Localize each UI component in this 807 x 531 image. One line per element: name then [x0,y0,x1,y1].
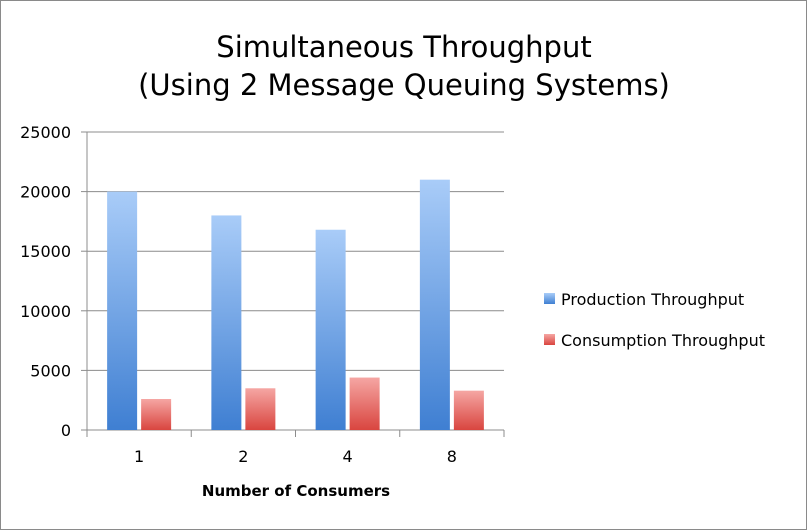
x-tick-label: 1 [134,447,144,466]
bar-consumption-4 [349,377,380,430]
legend: Production Throughput Consumption Through… [544,290,765,350]
y-tick-label: 10000 [20,302,71,321]
y-tick-label: 25000 [20,123,71,142]
x-axis-ticks: 1 2 4 8 [134,447,457,466]
chart-title: Simultaneous Throughput (Using 2 Message… [138,30,670,102]
x-tick-label: 8 [447,447,457,466]
x-tick-label: 2 [238,447,248,466]
y-tick-label: 5000 [30,361,71,380]
legend-label-0: Production Throughput [561,290,744,309]
x-axis-label: Number of Consumers [202,482,390,500]
chart-title-line-2: (Using 2 Message Queuing Systems) [138,68,670,102]
x-tick-label: 4 [343,447,353,466]
legend-swatch-1 [544,334,555,345]
bar-production-2 [211,215,242,430]
y-tick-label: 0 [61,421,71,440]
legend-swatch-0 [544,293,555,304]
chart-title-line-1: Simultaneous Throughput [216,30,591,64]
bar-consumption-1 [141,399,172,430]
bars [107,179,484,430]
y-tick-label: 15000 [20,242,71,261]
legend-label-1: Consumption Throughput [561,331,765,350]
bar-production-4 [315,229,346,430]
bar-consumption-8 [453,390,484,430]
bar-production-8 [419,179,450,430]
bar-production-1 [107,191,138,430]
y-axis-ticks: 0 5000 10000 15000 20000 25000 [20,123,71,440]
y-tick-label: 20000 [20,183,71,202]
bar-consumption-2 [245,388,276,430]
